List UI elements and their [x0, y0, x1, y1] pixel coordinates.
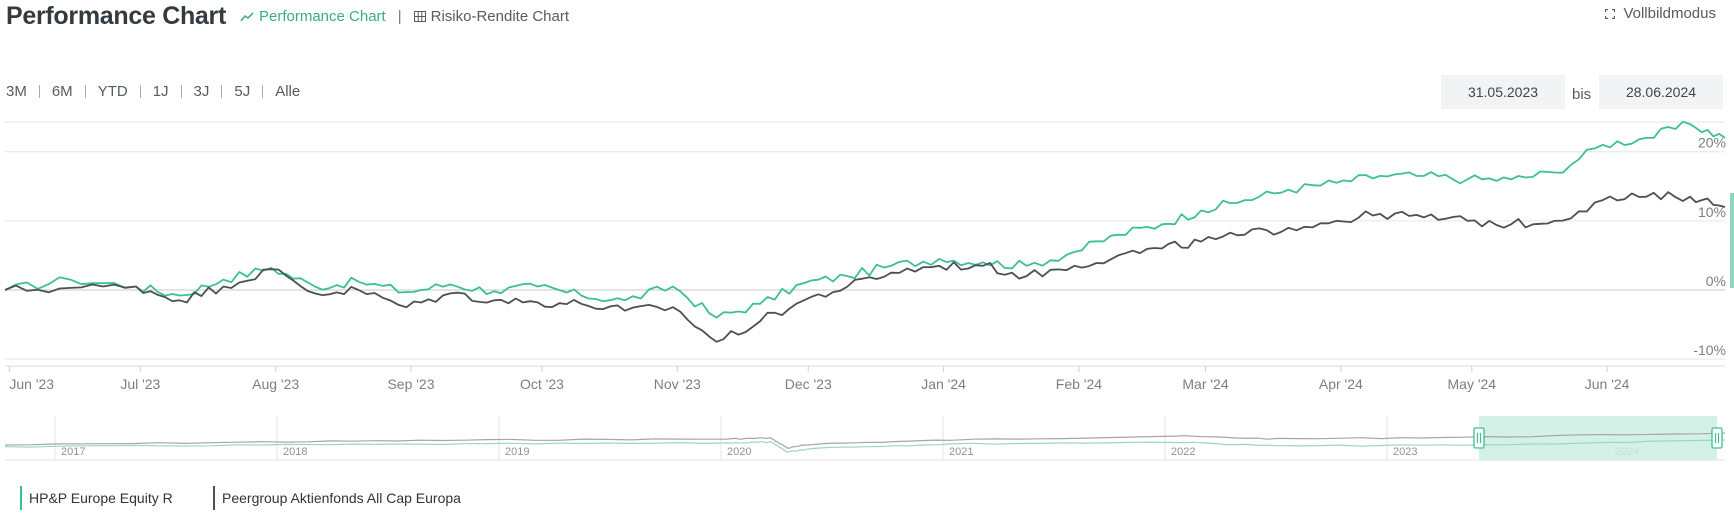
navigator-year-label: 2017 [61, 446, 85, 458]
navigator-year-label: 2023 [1393, 446, 1417, 458]
navigator-year-label: 2018 [283, 446, 307, 458]
tab-risiko-rendite-chart[interactable]: Risiko-Rendite Chart [413, 8, 570, 25]
fullscreen-label: Vollbildmodus [1623, 5, 1716, 22]
handle-box[interactable] [1711, 427, 1723, 449]
tab-risiko-rendite-chart-label: Risiko-Rendite Chart [430, 8, 570, 25]
x-tick-label: Oct '23 [520, 376, 564, 392]
range-1j-button[interactable]: 1J [152, 83, 169, 100]
x-tick-label: Jun '24 [1585, 376, 1630, 392]
chart-grid [5, 121, 1725, 367]
range-6m-button[interactable]: 6M [51, 83, 73, 100]
navigator-year-label: 2019 [505, 446, 529, 458]
line-chart-icon [240, 11, 254, 21]
range-3j-button[interactable]: 3J [193, 83, 210, 100]
chart-series [4, 120, 1734, 343]
tab-performance-chart-label: Performance Chart [259, 8, 386, 25]
navigator-handle-left[interactable] [1473, 427, 1485, 449]
y-tick-label: 20% [1698, 135, 1726, 151]
range-divider [38, 85, 40, 98]
range-divider [262, 85, 264, 98]
page-title: Performance Chart [6, 2, 226, 30]
y-tick-label: 10% [1698, 204, 1726, 220]
navigator[interactable]: 20172018201920202021202220232024 [4, 416, 1726, 461]
x-tick-label: May '24 [1448, 376, 1497, 392]
navigator-selection[interactable] [1479, 416, 1717, 460]
x-axis: Jun '23 Jul '23 Aug '23 Sep '23 Oct '23 Nov '… [8, 366, 1630, 392]
x-tick-label: Jun '23 [9, 376, 54, 392]
x-tick-label: Aug '23 [252, 376, 299, 392]
range-3m-button[interactable]: 3M [6, 83, 27, 100]
y-axis: 20% 10% 0% -10% [1693, 135, 1726, 358]
y-tick-label: -10% [1693, 342, 1726, 358]
x-tick-label: Nov '23 [654, 376, 701, 392]
series-1 [4, 120, 1726, 319]
grid-icon [413, 11, 426, 22]
performance-chart: 20% 10% 0% -10% Jun '23 Jul '23 Aug '23 Sep '2… [4, 120, 1734, 461]
x-tick-label: Feb '24 [1056, 376, 1102, 392]
series-2 [4, 191, 1726, 343]
x-tick-label: Mar '24 [1182, 376, 1228, 392]
navigator-series-1 [4, 432, 1726, 449]
legend-item-peergroup[interactable]: Peergroup Aktienfonds All Cap Europa [213, 486, 461, 510]
fullscreen-button[interactable]: Vollbildmodus [1605, 5, 1716, 22]
navigator-year-label: 2020 [727, 446, 751, 458]
tab-separator: | [397, 8, 402, 25]
range-divider [139, 85, 141, 98]
range-divider [180, 85, 182, 98]
date-range-separator: bis [1572, 86, 1592, 103]
navigator-series-2 [4, 439, 1726, 453]
range-divider [221, 85, 223, 98]
navigator-year-label: 2022 [1171, 446, 1195, 458]
x-tick-label: Jan '24 [921, 376, 966, 392]
x-tick-label: Sep '23 [387, 376, 434, 392]
tab-performance-chart[interactable]: Performance Chart [240, 8, 386, 25]
handle-box[interactable] [1473, 427, 1485, 449]
x-tick-label: Apr '24 [1319, 376, 1363, 392]
navigator-year-label: 2021 [949, 446, 973, 458]
range-selector: 3M 6M YTD 1J 3J 5J Alle [6, 83, 300, 100]
range-ytd-button[interactable]: YTD [97, 83, 128, 100]
chart-edge-marker [1730, 193, 1734, 288]
legend-item-hpp-europe-equity[interactable]: HP&P Europe Equity R [20, 486, 173, 510]
navigator-handle-right[interactable] [1711, 427, 1723, 449]
date-from-input[interactable]: 31.05.2023 [1441, 75, 1565, 109]
expand-icon [1605, 8, 1616, 19]
date-to-input[interactable]: 28.06.2024 [1599, 75, 1723, 109]
x-tick-label: Jul '23 [120, 376, 160, 392]
series-line [4, 191, 1726, 343]
x-tick-label: Dec '23 [785, 376, 832, 392]
y-tick-label: 0% [1706, 273, 1726, 289]
range-5j-button[interactable]: 5J [234, 83, 251, 100]
range-alle-button[interactable]: Alle [275, 83, 301, 100]
chart-type-tabs: Performance Chart | Risiko-Rendite Chart [240, 8, 569, 25]
range-divider [84, 85, 86, 98]
